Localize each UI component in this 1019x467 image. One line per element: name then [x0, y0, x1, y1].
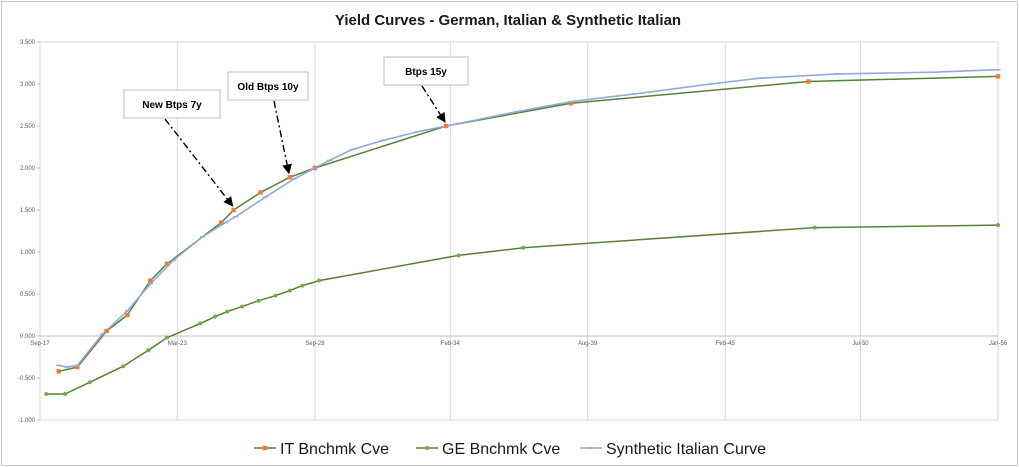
data-point-ge-bnchmk-cve: [317, 278, 322, 283]
annotation-callout: New Btps 7y: [123, 89, 234, 207]
data-point-it-bnchmk-cve: [104, 328, 109, 334]
y-tick-label: 1.000: [20, 250, 36, 256]
x-tick-label: Feb-45: [716, 341, 736, 347]
data-point-it-bnchmk-cve: [125, 312, 130, 318]
x-tick-label: Jul-50: [852, 341, 869, 347]
data-point-ge-bnchmk-cve: [521, 245, 526, 250]
legend-swatch-marker: [425, 446, 429, 450]
data-point-ge-bnchmk-cve: [239, 304, 244, 309]
y-tick-label: 3.000: [20, 82, 36, 88]
series-markers: [44, 68, 1001, 396]
annotation-label: New Btps 7y: [142, 100, 202, 111]
legend-item-ge-bnchmk-cve: GE Bnchmk Cve: [416, 441, 560, 458]
legend-item-it-bnchmk-cve: IT Bnchmk Cve: [254, 441, 389, 458]
y-tick-label: 0.500: [20, 292, 36, 298]
data-point-it-bnchmk-cve: [287, 175, 293, 180]
data-point-ge-bnchmk-cve: [287, 288, 292, 293]
data-point-it-bnchmk-cve: [56, 369, 61, 374]
data-point-it-bnchmk-cve: [443, 123, 449, 129]
data-point-ge-bnchmk-cve: [146, 348, 151, 353]
annotation-arrow: [421, 85, 446, 123]
annotation-callout: Btps 15y: [383, 56, 469, 123]
data-point-ge-bnchmk-cve: [212, 314, 217, 319]
x-tick-label: Sep-17: [30, 341, 50, 347]
data-point-ge-bnchmk-cve: [164, 335, 169, 340]
data-point-it-bnchmk-cve: [995, 74, 1001, 79]
annotation-arrow: [273, 100, 292, 175]
data-point-it-bnchmk-cve: [75, 364, 80, 370]
annotation-label: Btps 15y: [405, 67, 447, 78]
series-line-synthetic-italian-curve: [58, 68, 999, 368]
data-point-ge-bnchmk-cve: [256, 298, 261, 303]
y-tick-label: -0.500: [18, 376, 36, 382]
legend: IT Bnchmk Cve GE Bnchmk Cve Synthetic Ital…: [254, 441, 766, 458]
annotation-box: [123, 89, 221, 119]
y-tick-label: 2.000: [20, 166, 36, 172]
data-point-ge-bnchmk-cve: [198, 321, 203, 326]
series-line-ge-bnchmk-cve: [46, 224, 999, 395]
legend-label: GE Bnchmk Cve: [442, 441, 560, 458]
x-tick-label: Sep-28: [305, 341, 325, 347]
data-point-ge-bnchmk-cve: [44, 391, 49, 396]
chart-title: Yield Curves - German, Italian & Synthet…: [335, 12, 681, 29]
data-point-it-bnchmk-cve: [258, 190, 263, 195]
data-point-ge-bnchmk-cve: [996, 223, 1000, 228]
legend-swatch-marker: [262, 445, 268, 451]
y-tick-label: 0.000: [20, 334, 36, 340]
x-tick-label: Mar-23: [168, 341, 188, 347]
x-tick-label: Feb-34: [441, 341, 461, 347]
y-tick-label: 1.500: [20, 208, 36, 214]
legend-item-synthetic-italian-curve: Synthetic Italian Curve: [580, 441, 766, 458]
annotation-callout: Old Btps 10y: [227, 71, 309, 175]
data-point-ge-bnchmk-cve: [300, 283, 305, 288]
data-point-it-bnchmk-cve: [231, 207, 236, 213]
annotation-arrow: [164, 118, 234, 207]
data-point-ge-bnchmk-cve: [121, 364, 126, 369]
data-point-ge-bnchmk-cve: [273, 293, 278, 298]
y-tick-label: 2.500: [20, 124, 36, 130]
x-tick-label: Jan-56: [989, 341, 1008, 347]
data-point-ge-bnchmk-cve: [225, 309, 230, 314]
x-tick-label: Aug-39: [578, 341, 598, 347]
legend-label: IT Bnchmk Cve: [280, 441, 389, 458]
y-tick-label: 3.500: [20, 40, 36, 46]
annotation-label: Old Btps 10y: [237, 82, 299, 93]
data-point-it-bnchmk-cve: [148, 278, 153, 283]
data-point-ge-bnchmk-cve: [456, 253, 461, 258]
data-point-ge-bnchmk-cve: [812, 225, 817, 230]
annotations: New Btps 7y Old Btps 10y Btps 15y: [123, 56, 469, 207]
data-point-it-bnchmk-cve: [218, 220, 224, 225]
data-point-it-bnchmk-cve: [164, 261, 170, 266]
annotation-box: [383, 56, 469, 86]
data-point-ge-bnchmk-cve: [87, 380, 92, 385]
grid: [39, 41, 999, 421]
legend-label: Synthetic Italian Curve: [606, 441, 766, 458]
data-point-it-bnchmk-cve: [806, 79, 811, 84]
axes: Sep-17 Mar-23 Sep-28 Feb-34 Aug-39 Feb-45 Jul-…: [18, 40, 1008, 424]
data-point-it-bnchmk-cve: [568, 101, 574, 106]
annotation-box: [227, 71, 309, 101]
series-line-it-bnchmk-cve: [58, 75, 999, 373]
y-tick-label: -1.000: [18, 418, 36, 424]
data-point-ge-bnchmk-cve: [62, 391, 67, 396]
